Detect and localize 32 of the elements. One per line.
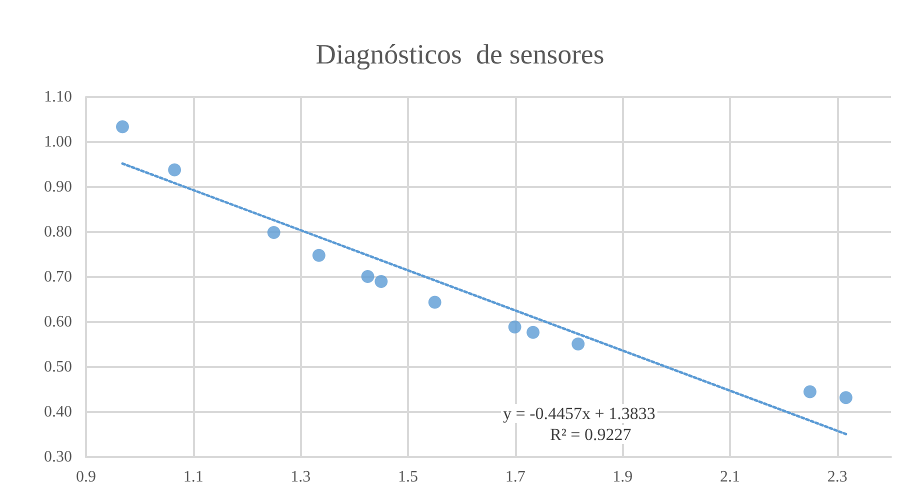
- x-tick-label: 1.1: [183, 468, 204, 486]
- x-tick-label: 1.7: [505, 468, 526, 486]
- y-tick-label: 0.70: [44, 268, 72, 286]
- point: [361, 270, 374, 284]
- point: [572, 338, 585, 351]
- point: [267, 226, 280, 239]
- y-tick-label: 0.50: [44, 358, 72, 376]
- point: [428, 296, 442, 309]
- point: [839, 391, 852, 404]
- y-tick-label: 0.40: [44, 404, 72, 420]
- y-tick-label: 0.30: [44, 448, 72, 466]
- annotation: y = -0.4457x + 1.3833: [503, 404, 656, 423]
- y-tick-label: 1.10: [44, 88, 72, 106]
- point: [312, 248, 326, 262]
- x-tick-label: 1.5: [398, 468, 418, 486]
- y-tick-label: 1.00: [44, 134, 72, 150]
- y-tick-label: 0.90: [44, 178, 72, 196]
- chart-title: Diagnósticos de sensores: [316, 40, 604, 70]
- x-tick-label: 1.3: [290, 468, 311, 486]
- point: [116, 120, 129, 134]
- x-tick-label: 0.9: [76, 468, 96, 486]
- annotation: R² = 0.9227: [550, 425, 632, 444]
- x-tick-label: 2.1: [720, 468, 740, 486]
- y-tick-label: 0.80: [44, 224, 72, 240]
- point: [803, 385, 816, 398]
- point: [508, 320, 522, 334]
- point: [526, 326, 540, 339]
- x-tick-label: 2.3: [827, 468, 848, 486]
- point: [374, 275, 388, 288]
- point: [168, 163, 182, 176]
- x-tick-label: 1.9: [612, 468, 633, 486]
- y-tick-label: 0.60: [44, 314, 72, 330]
